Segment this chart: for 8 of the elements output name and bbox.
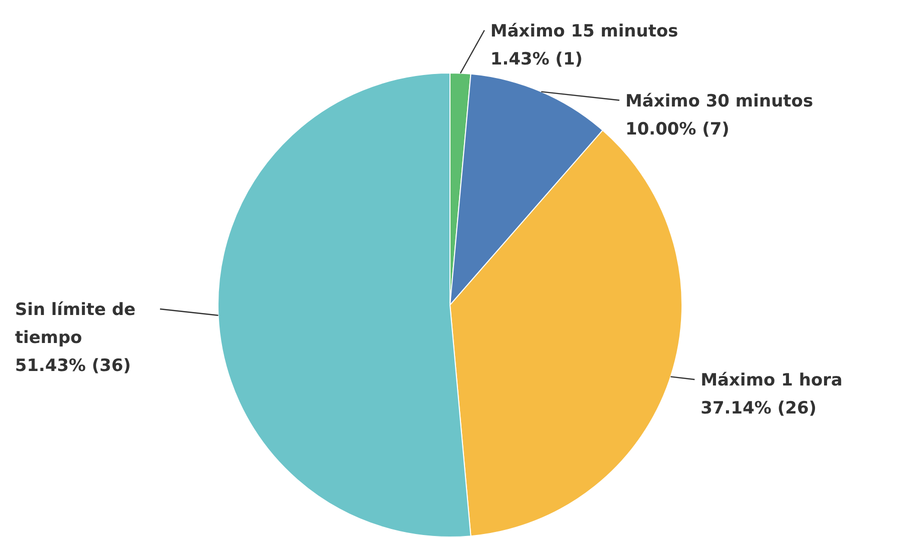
data-label: 37.14% (26): [700, 398, 817, 419]
slice-label: Máximo 1 hora: [700, 370, 843, 391]
slice-label: Máximo 30 minutos: [625, 91, 814, 112]
data-label: 1.43% (1): [490, 49, 583, 70]
data-label: 51.43% (36): [15, 356, 131, 376]
data-label: 10.00% (7): [625, 119, 730, 140]
slice-label: Máximo 15 minutos: [490, 21, 678, 42]
slice-label: Sin límite de tiempo: [15, 300, 136, 348]
